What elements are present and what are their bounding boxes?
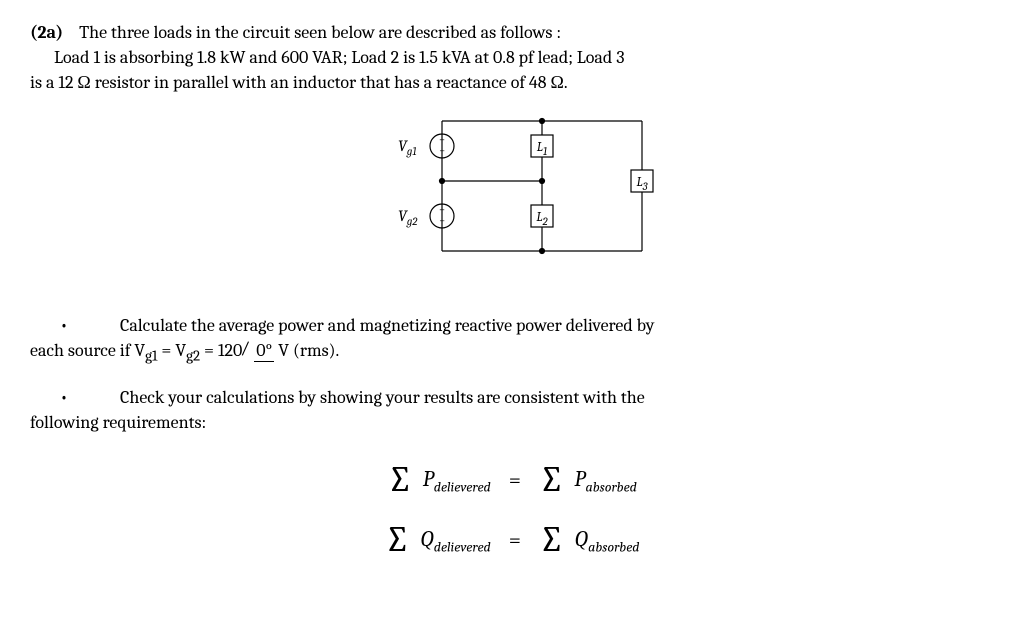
bullet-2-continuation: following requirements: — [30, 410, 994, 435]
svg-text:Vg1: Vg1 — [398, 137, 417, 158]
bullet-2: • Check your calculations by showing you… — [30, 385, 994, 410]
bullet-2-text: Check your calculations by showing your … — [120, 385, 994, 410]
equation-p: ∑ Pdelievered = ∑ Pabsorbed — [30, 455, 994, 505]
problem-line2: Load 1 is absorbing 1.8 kW and 600 VAR; … — [54, 47, 625, 68]
equations-block: ∑ Pdelievered = ∑ Pabsorbed ∑ Qdelievere… — [30, 455, 994, 566]
svg-text:Vg2: Vg2 — [398, 207, 418, 228]
svg-text:−: − — [439, 214, 445, 227]
circuit-svg: +−Vg1+−Vg2L1L2L3 — [332, 111, 692, 281]
bullet-1-text: Calculate the average power and magnetiz… — [120, 313, 994, 338]
problem-line1: The three loads in the circuit seen belo… — [79, 22, 561, 43]
problem-label: (2a) — [30, 22, 63, 43]
sigma-icon: ∑ — [539, 515, 565, 565]
sigma-icon: ∑ — [387, 455, 413, 505]
svg-text:−: − — [439, 144, 445, 157]
sigma-icon: ∑ — [385, 515, 411, 565]
bullet-1-continuation: each source if Vg1 = Vg2 = 120 ∕0° V (rm… — [30, 338, 994, 367]
bullet-1: • Calculate the average power and magnet… — [30, 313, 994, 338]
circuit-diagram: +−Vg1+−Vg2L1L2L3 — [30, 111, 994, 288]
bullet-dot-icon: • — [30, 313, 120, 338]
problem-statement: (2a) The three loads in the circuit seen… — [30, 20, 994, 96]
bullet-dot-icon: • — [30, 385, 120, 410]
equation-q: ∑ Qdelievered = ∑ Qabsorbed — [30, 515, 994, 565]
sigma-icon: ∑ — [539, 455, 565, 505]
problem-line3: is a 12 Ω resistor in parallel with an i… — [30, 72, 568, 93]
